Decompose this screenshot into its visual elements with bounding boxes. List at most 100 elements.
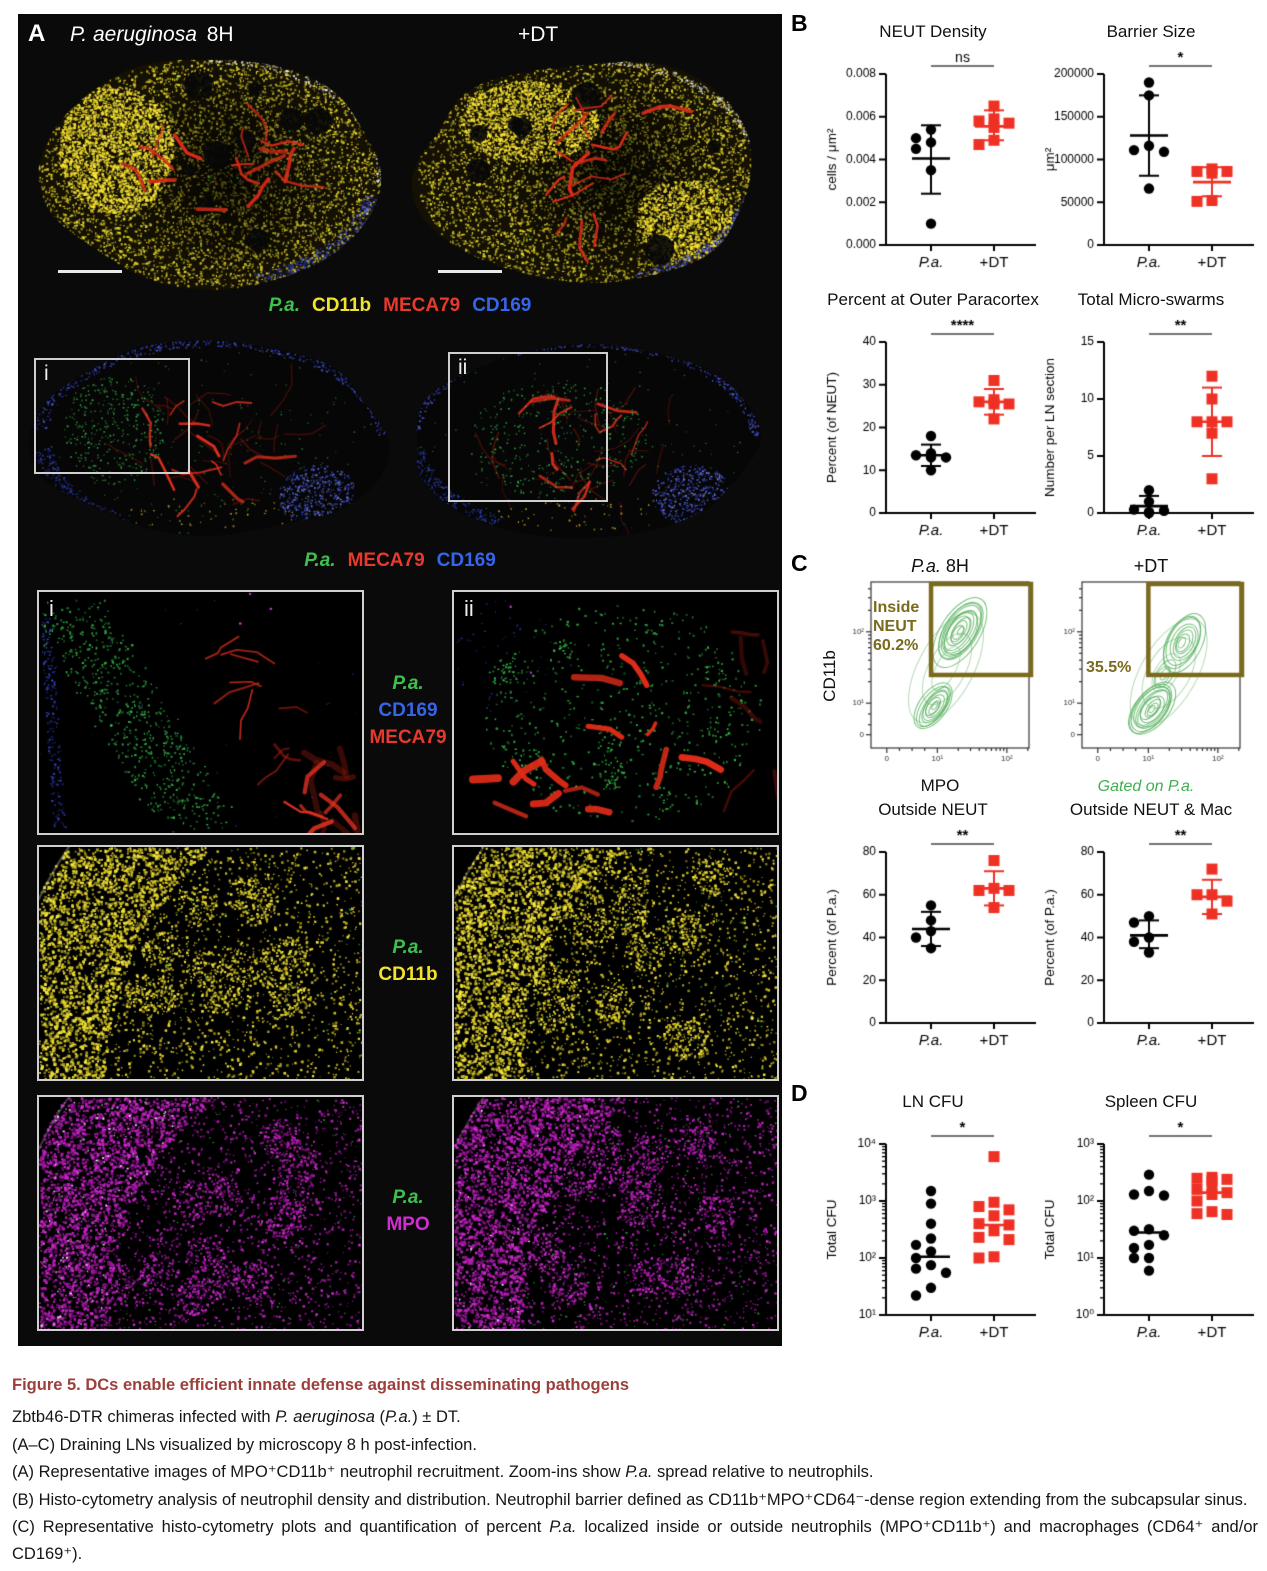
text-segment: P.a. <box>911 556 941 576</box>
caption-line: Zbtb46-DTR chimeras infected with P. aer… <box>12 1404 1258 1431</box>
zoom-canvas-i-mpo <box>39 1097 362 1329</box>
chart-title: Total Micro-swarms <box>1077 290 1225 309</box>
chart-outside-neut-mac: Outside NEUT & Mac <box>1040 800 1262 1057</box>
stain-legend-row2: P.a. MECA79 CD169 <box>18 550 782 572</box>
micrograph-pa-8h-overview <box>24 34 398 296</box>
zoom-panel-i-mpo <box>37 1095 364 1331</box>
micrograph-dt-channels <box>398 324 770 546</box>
zoom-canvas-ii-cd11b <box>454 847 777 1079</box>
legend-line: P.a. <box>392 1187 423 1209</box>
chart-canvas-outside-neut <box>822 822 1044 1057</box>
scale-bar <box>438 270 502 273</box>
chart-canvas-spleen-cfu <box>1040 1114 1262 1349</box>
chart-title: Spleen CFU <box>1104 1092 1198 1111</box>
panel-a: A P. aeruginosa 8H +DT P.a. CD11b MECA79 CD… <box>18 14 782 1346</box>
stain-legend-row1: P.a. CD11b MECA79 CD169 <box>18 295 782 317</box>
text-segment: CD169 <box>472 295 532 316</box>
panel-c-label: C <box>791 550 808 576</box>
text-segment: +DT <box>1133 556 1169 576</box>
chart-canvas-neut-density <box>822 44 1044 279</box>
legend-line: MECA79 <box>369 727 446 749</box>
legend-line: P.a. <box>392 673 423 695</box>
flow-plot-pa-8h: P.a. 8H Inside NEUT 60.2% <box>845 556 1035 774</box>
gate-percent: 60.2% <box>873 637 919 654</box>
flow-plot-title: P.a. 8H <box>845 556 1035 578</box>
chart-title: LN CFU <box>902 1092 964 1111</box>
chart-title: Outside NEUT <box>878 800 988 819</box>
text-segment: P.a. <box>392 672 424 694</box>
text-segment: P.a. <box>304 550 336 571</box>
zoom-panel-ii-merge: ii <box>452 590 779 835</box>
chart-canvas-percent-outer-paracortex <box>822 312 1044 547</box>
gate-label-line: Inside <box>873 599 920 616</box>
zoom-row3-legend: P.a. MPO <box>364 1095 452 1327</box>
figure-caption-title: Figure 5. DCs enable efficient innate de… <box>12 1376 630 1394</box>
panel-d-label: D <box>791 1080 808 1106</box>
flow-canvas-pa-8h <box>845 578 1035 774</box>
caption-line: (B) Histo-cytometry analysis of neutroph… <box>12 1487 1258 1514</box>
zoom-canvas-i-cd11b <box>39 847 362 1079</box>
text-segment: P.a. <box>392 936 424 958</box>
text-segment: P.a. <box>384 1408 413 1427</box>
text-segment: MPO <box>386 1213 430 1235</box>
text-segment: P. aeruginosa <box>275 1408 375 1427</box>
text-segment: 8H <box>940 556 969 576</box>
zoom-panel-i-cd11b <box>37 845 364 1081</box>
figure-caption: Figure 5. DCs enable efficient innate de… <box>12 1372 1258 1569</box>
text-segment: ) ± DT. <box>412 1408 461 1427</box>
text-segment: MECA79 <box>369 726 447 748</box>
flow-x-axis-label: MPO <box>920 776 960 795</box>
gate-percent: 35.5% <box>1086 659 1132 676</box>
text-segment: P.a. <box>392 1186 424 1208</box>
caption-line: (A) Representative images of MPO⁺CD11b⁺ … <box>12 1459 1258 1486</box>
chart-canvas-barrier-size <box>1040 44 1262 279</box>
zoom-tag-i: i <box>49 596 54 621</box>
inset-tag-i: i <box>44 362 49 385</box>
text-segment: spread relative to neutrophils. <box>652 1463 874 1482</box>
chart-canvas-ln-cfu <box>822 1114 1044 1349</box>
text-segment: P.a. <box>549 1517 577 1536</box>
zoom-canvas-ii-mpo <box>454 1097 777 1329</box>
chart-percent-outer-paracortex: Percent at Outer Paracortex <box>822 290 1044 547</box>
gate-label-inside-neut: Inside NEUT 60.2% <box>873 598 919 655</box>
zoom-row2-legend: P.a. CD11b <box>364 845 452 1077</box>
chart-spleen-cfu: Spleen CFU <box>1040 1092 1262 1349</box>
text-segment: CD169 <box>378 699 438 721</box>
micrograph-title-pa-8h: P. aeruginosa 8H <box>70 23 234 47</box>
gate-label-line: NEUT <box>873 618 917 635</box>
text-segment: CD169 <box>436 550 496 571</box>
micrograph-title-dt: +DT <box>518 23 559 46</box>
inset-box-ii: ii <box>448 352 608 502</box>
flow-gated-note: Gated on P.a. <box>1097 778 1195 795</box>
zoom-canvas-ii-merge <box>454 592 777 833</box>
text-segment: MECA79 <box>383 295 461 316</box>
text-segment: P.a. <box>268 295 300 316</box>
chart-title: Percent at Outer Paracortex <box>827 290 1039 309</box>
chart-neut-density: NEUT Density <box>822 22 1044 279</box>
zoom-canvas-i-merge <box>39 592 362 833</box>
micrograph-pa-8h-channels <box>26 324 396 546</box>
text-segment: (A–C) Draining LNs visualized by microsc… <box>12 1435 477 1454</box>
zoom-panel-i-merge: i <box>37 590 364 835</box>
flow-canvas-dt <box>1056 578 1246 774</box>
flow-plot-title: +DT <box>1056 556 1246 578</box>
chart-total-micro-swarms: Total Micro-swarms <box>1040 290 1262 547</box>
text-segment: (B) Histo-cytometry analysis of neutroph… <box>12 1490 1248 1509</box>
panel-a-label: A <box>28 20 46 47</box>
flow-y-axis-label: CD11b <box>820 650 839 702</box>
chart-outside-neut: Outside NEUT <box>822 800 1044 1057</box>
inset-box-i: i <box>34 358 190 474</box>
chart-ln-cfu: LN CFU <box>822 1092 1044 1349</box>
legend-line: CD169 <box>378 700 437 722</box>
scale-bar <box>58 270 122 273</box>
chart-title: Barrier Size <box>1106 22 1196 41</box>
text-segment: CD11b <box>311 295 372 316</box>
legend-line: CD11b <box>378 964 437 986</box>
caption-line: (A–C) Draining LNs visualized by microsc… <box>12 1432 1258 1459</box>
legend-line: MPO <box>386 1214 429 1236</box>
timepoint: 8H <box>200 23 234 46</box>
chart-title: Outside NEUT & Mac <box>1069 800 1233 819</box>
text-segment: (C) Representative histo-cytometry plots… <box>12 1517 550 1536</box>
zoom-tag-ii: ii <box>464 596 474 621</box>
